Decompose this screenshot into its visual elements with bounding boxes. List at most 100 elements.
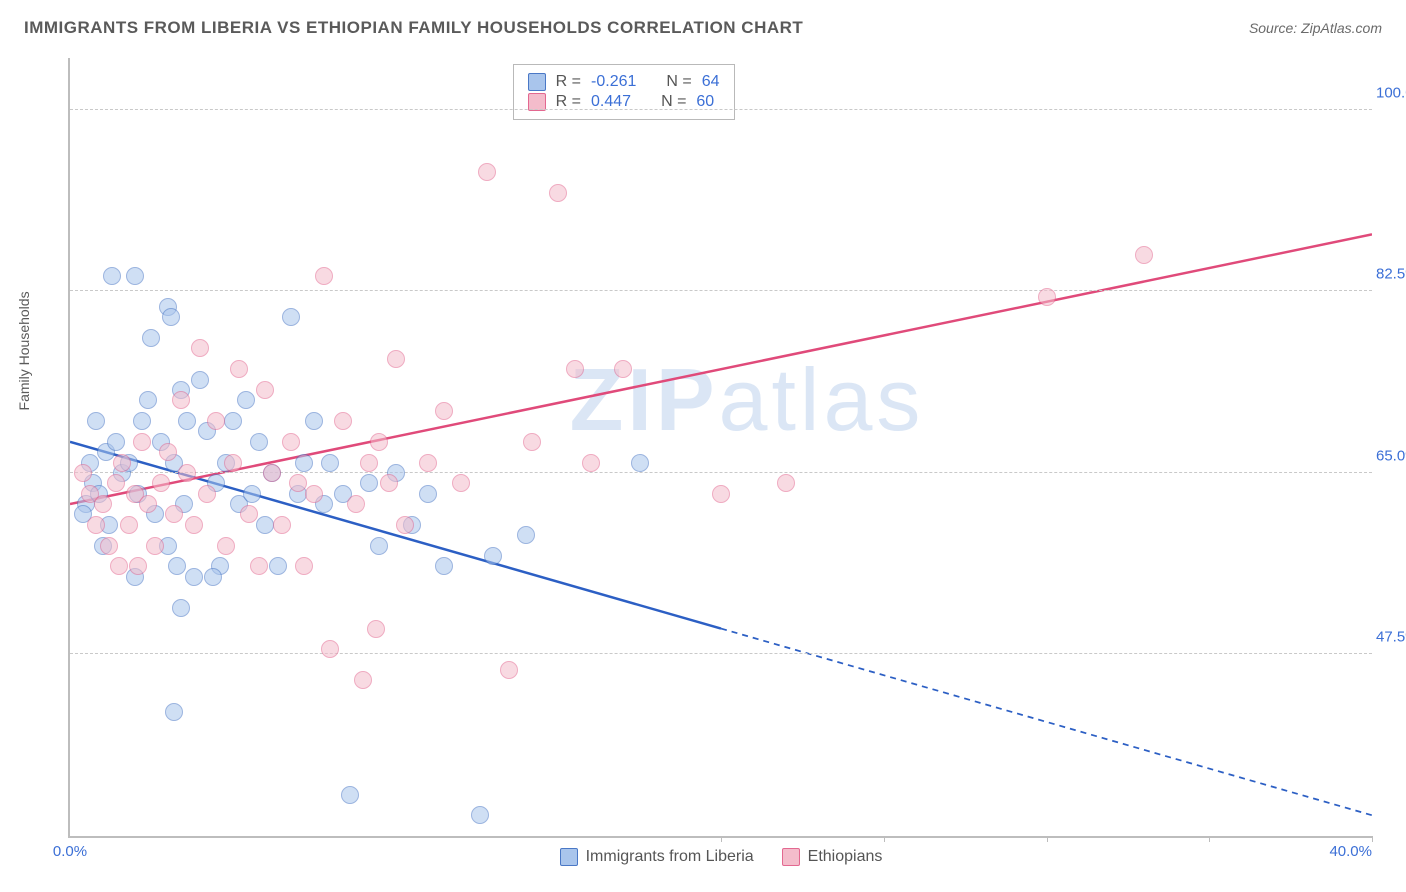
x-tick-label: 0.0% (53, 843, 87, 860)
chart-title: IMMIGRANTS FROM LIBERIA VS ETHIOPIAN FAM… (24, 18, 803, 38)
data-point (129, 557, 147, 575)
data-point (315, 267, 333, 285)
data-point (484, 547, 502, 565)
y-tick-label: 65.0% (1376, 447, 1406, 464)
data-point (165, 505, 183, 523)
gridline-h (70, 653, 1372, 654)
data-point (120, 516, 138, 534)
data-point (237, 391, 255, 409)
data-point (305, 412, 323, 430)
data-point (172, 391, 190, 409)
data-point (269, 557, 287, 575)
data-point (380, 474, 398, 492)
data-point (321, 454, 339, 472)
data-point (133, 433, 151, 451)
data-point (614, 360, 632, 378)
data-point (87, 412, 105, 430)
legend-row: R =-0.261N =64 (528, 73, 720, 91)
data-point (185, 568, 203, 586)
legend-correlation: R =-0.261N =64R =0.447N =60 (513, 64, 735, 120)
data-point (712, 485, 730, 503)
data-point (631, 454, 649, 472)
data-point (549, 184, 567, 202)
data-point (142, 329, 160, 347)
data-point (133, 412, 151, 430)
chart-wrap: Family Households ZIPatlas R =-0.261N =6… (24, 50, 1382, 874)
data-point (419, 485, 437, 503)
gridline-h (70, 109, 1372, 110)
y-tick-label: 47.5% (1376, 629, 1406, 646)
data-point (204, 568, 222, 586)
data-point (341, 786, 359, 804)
legend-series: Immigrants from Liberia Ethiopians (70, 848, 1372, 866)
x-tick-mark (884, 836, 885, 842)
data-point (152, 474, 170, 492)
data-point (289, 474, 307, 492)
data-point (370, 433, 388, 451)
data-point (159, 443, 177, 461)
data-point (103, 267, 121, 285)
data-point (168, 557, 186, 575)
data-point (162, 308, 180, 326)
data-point (185, 516, 203, 534)
data-point (172, 599, 190, 617)
data-point (139, 495, 157, 513)
source-label: Source: ZipAtlas.com (1249, 20, 1382, 36)
data-point (110, 557, 128, 575)
data-point (224, 412, 242, 430)
legend-r-value: -0.261 (591, 73, 636, 91)
data-point (282, 308, 300, 326)
data-point (94, 495, 112, 513)
data-point (126, 267, 144, 285)
data-point (360, 454, 378, 472)
data-point (517, 526, 535, 544)
data-point (100, 537, 118, 555)
data-point (191, 339, 209, 357)
data-point (334, 412, 352, 430)
data-point (240, 505, 258, 523)
data-point (198, 485, 216, 503)
data-point (419, 454, 437, 472)
data-point (435, 557, 453, 575)
data-point (1135, 246, 1153, 264)
data-point (107, 433, 125, 451)
x-tick-mark (1372, 836, 1373, 842)
data-point (178, 412, 196, 430)
data-point (295, 454, 313, 472)
data-point (478, 163, 496, 181)
data-point (321, 640, 339, 658)
legend-swatch-icon (782, 848, 800, 866)
data-point (113, 454, 131, 472)
data-point (566, 360, 584, 378)
legend-series-item: Ethiopians (782, 848, 883, 866)
data-point (263, 464, 281, 482)
data-point (523, 433, 541, 451)
data-point (282, 433, 300, 451)
legend-n-value: 64 (702, 73, 720, 91)
data-point (582, 454, 600, 472)
legend-swatch-icon (528, 73, 546, 91)
legend-swatch-icon (560, 848, 578, 866)
data-point (396, 516, 414, 534)
data-point (360, 474, 378, 492)
data-point (165, 703, 183, 721)
data-point (295, 557, 313, 575)
x-tick-mark (721, 836, 722, 842)
legend-series-item: Immigrants from Liberia (560, 848, 754, 866)
data-point (250, 557, 268, 575)
legend-r-label: R = (556, 73, 581, 91)
y-tick-label: 82.5% (1376, 266, 1406, 283)
x-tick-mark (1209, 836, 1210, 842)
x-tick-mark (1047, 836, 1048, 842)
data-point (146, 537, 164, 555)
y-tick-label: 100.0% (1376, 84, 1406, 101)
data-point (207, 412, 225, 430)
data-point (347, 495, 365, 513)
data-point (387, 350, 405, 368)
data-point (87, 516, 105, 534)
data-point (435, 402, 453, 420)
data-point (217, 537, 235, 555)
data-point (1038, 288, 1056, 306)
data-point (471, 806, 489, 824)
data-point (107, 474, 125, 492)
